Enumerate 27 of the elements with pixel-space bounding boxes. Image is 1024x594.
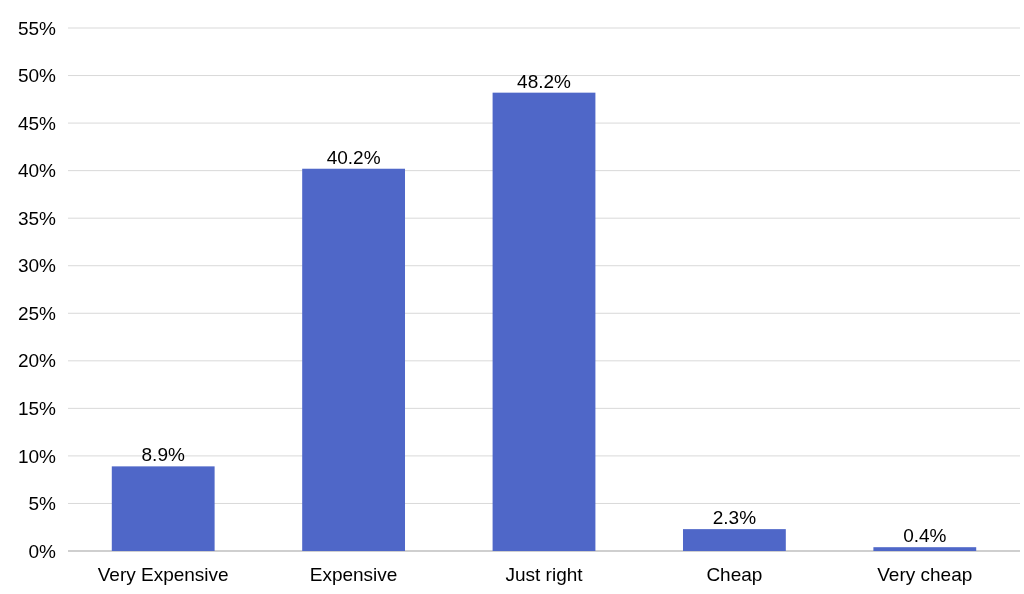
x-tick-label: Very Expensive [97, 564, 229, 585]
data-label: 48.2% [517, 70, 572, 92]
y-tick-label: 0% [28, 540, 57, 562]
bar [682, 529, 786, 551]
x-tick-label: Expensive [309, 564, 398, 585]
y-tick-label: 50% [17, 65, 57, 87]
y-tick-label: 5% [28, 493, 57, 515]
y-tick-label: 30% [17, 255, 57, 277]
x-tick-label: Just right [505, 564, 584, 585]
bar [492, 92, 596, 551]
y-tick-label: 40% [17, 160, 57, 182]
y-tick-label: 45% [17, 112, 57, 134]
y-tick-label: 15% [17, 398, 57, 420]
bar [302, 168, 406, 551]
bar [111, 466, 215, 551]
y-tick-label: 25% [17, 302, 57, 324]
bar [873, 547, 977, 551]
y-tick-label: 55% [17, 17, 57, 39]
data-label: 0.4% [903, 525, 947, 547]
y-tick-label: 10% [17, 445, 57, 467]
x-tick-label: Cheap [706, 564, 763, 585]
x-tick-label: Very cheap [877, 564, 973, 585]
data-label: 2.3% [712, 507, 757, 529]
data-label: 8.9% [141, 444, 185, 466]
data-label: 40.2% [326, 146, 381, 168]
y-tick-label: 20% [17, 350, 57, 372]
y-tick-label: 35% [17, 207, 57, 229]
